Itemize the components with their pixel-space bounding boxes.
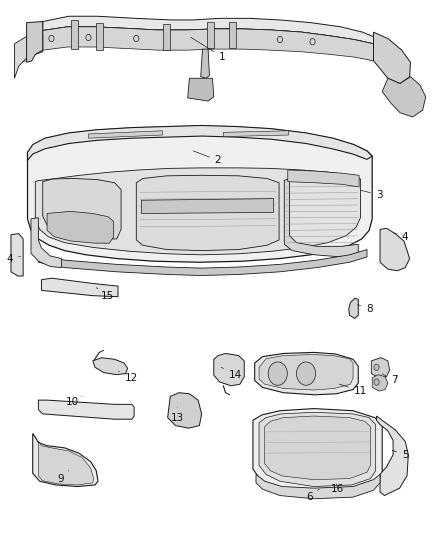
Polygon shape [39, 400, 134, 419]
Polygon shape [43, 179, 121, 239]
Text: 1: 1 [191, 37, 226, 62]
Text: 4: 4 [393, 232, 408, 243]
Polygon shape [253, 409, 382, 494]
Polygon shape [372, 375, 388, 391]
Polygon shape [284, 179, 358, 257]
Polygon shape [288, 170, 359, 187]
Polygon shape [71, 20, 78, 49]
Polygon shape [28, 127, 372, 262]
Polygon shape [43, 27, 374, 61]
Circle shape [374, 364, 379, 370]
Circle shape [297, 362, 316, 385]
Polygon shape [39, 441, 94, 485]
Polygon shape [42, 278, 118, 297]
Polygon shape [349, 298, 358, 318]
Polygon shape [41, 125, 365, 158]
Polygon shape [96, 22, 103, 50]
Polygon shape [256, 474, 380, 499]
Polygon shape [43, 27, 374, 61]
Text: 15: 15 [96, 288, 114, 301]
Polygon shape [47, 212, 114, 243]
Text: 12: 12 [118, 371, 138, 383]
Polygon shape [254, 352, 358, 395]
Polygon shape [207, 21, 214, 48]
Polygon shape [27, 21, 43, 62]
Polygon shape [374, 32, 410, 84]
Polygon shape [201, 49, 209, 78]
Text: 4: 4 [7, 254, 21, 263]
Polygon shape [11, 233, 23, 276]
Polygon shape [28, 125, 372, 160]
Polygon shape [380, 228, 410, 271]
Text: 16: 16 [331, 484, 345, 494]
Circle shape [268, 362, 287, 385]
Polygon shape [265, 416, 371, 480]
Circle shape [374, 379, 379, 385]
Polygon shape [259, 354, 353, 390]
Polygon shape [31, 217, 61, 268]
Text: 6: 6 [306, 489, 319, 502]
Polygon shape [93, 358, 127, 375]
Text: 14: 14 [221, 367, 242, 380]
Polygon shape [33, 433, 98, 487]
Polygon shape [229, 21, 236, 48]
Polygon shape [39, 249, 367, 276]
Polygon shape [223, 131, 289, 136]
Text: 2: 2 [193, 151, 221, 165]
Polygon shape [163, 23, 170, 50]
Polygon shape [382, 77, 426, 117]
Polygon shape [88, 131, 162, 138]
Polygon shape [371, 358, 390, 378]
Text: 5: 5 [392, 450, 408, 460]
Text: 3: 3 [361, 190, 382, 200]
Polygon shape [187, 78, 214, 101]
Text: 13: 13 [171, 407, 184, 423]
Polygon shape [259, 413, 376, 487]
Text: 9: 9 [57, 471, 69, 483]
Text: 10: 10 [66, 397, 82, 407]
Polygon shape [35, 168, 360, 255]
Polygon shape [136, 175, 279, 251]
Polygon shape [14, 33, 43, 78]
Polygon shape [214, 353, 244, 386]
Text: 7: 7 [382, 374, 398, 385]
Polygon shape [43, 16, 378, 44]
Polygon shape [168, 393, 201, 428]
Text: 8: 8 [357, 304, 373, 314]
Polygon shape [377, 416, 408, 496]
Text: 11: 11 [339, 384, 367, 396]
Polygon shape [141, 199, 273, 214]
